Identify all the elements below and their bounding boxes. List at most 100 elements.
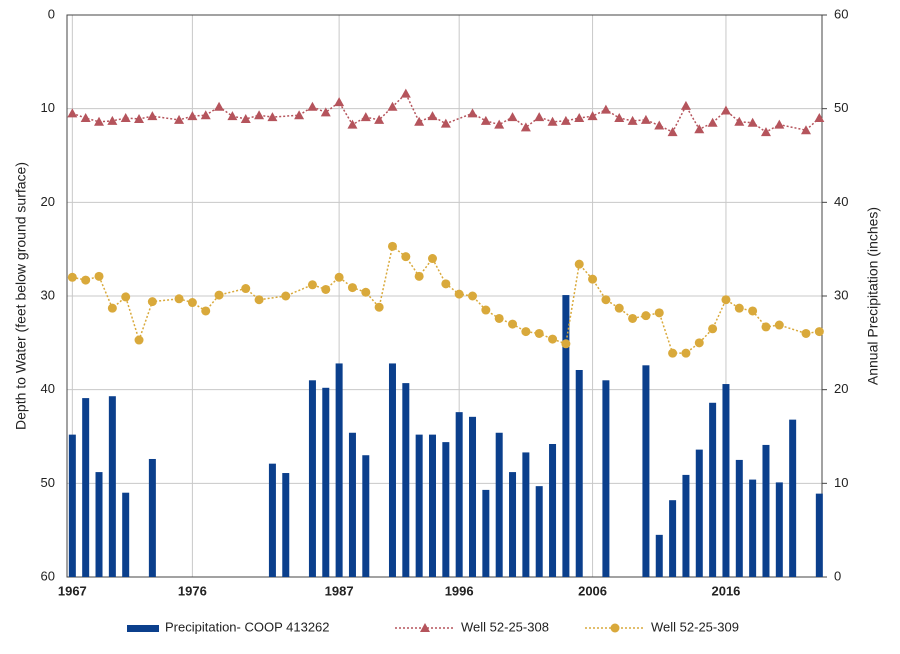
x-tick-label: 1967 xyxy=(58,583,87,598)
bar xyxy=(348,432,356,577)
bar xyxy=(669,500,677,577)
bar xyxy=(148,458,156,577)
marker xyxy=(200,110,211,120)
marker xyxy=(668,348,678,358)
marker xyxy=(81,275,91,285)
marker xyxy=(294,110,305,120)
marker xyxy=(681,348,691,358)
marker xyxy=(454,289,464,299)
marker xyxy=(174,114,185,124)
marker xyxy=(627,115,638,125)
marker xyxy=(201,306,211,316)
marker xyxy=(120,113,131,123)
marker xyxy=(614,113,625,123)
marker xyxy=(374,302,384,312)
marker xyxy=(254,110,265,120)
bar xyxy=(709,402,717,577)
marker xyxy=(334,272,344,282)
marker xyxy=(360,112,371,122)
marker xyxy=(654,120,665,130)
marker xyxy=(214,101,225,111)
marker xyxy=(94,271,104,281)
marker xyxy=(241,284,251,294)
marker xyxy=(547,116,558,126)
bar xyxy=(789,419,797,577)
series-line xyxy=(72,245,820,354)
marker xyxy=(187,111,198,121)
bar xyxy=(322,387,330,577)
marker xyxy=(707,117,718,127)
marker xyxy=(67,272,77,282)
marker xyxy=(814,327,824,337)
marker xyxy=(654,308,664,318)
marker xyxy=(800,125,811,135)
marker xyxy=(321,284,331,294)
marker xyxy=(640,114,651,124)
y-tick-label: 30 xyxy=(41,287,55,302)
bar xyxy=(562,295,570,577)
marker xyxy=(667,127,678,137)
marker xyxy=(427,111,438,121)
bar xyxy=(282,473,290,577)
legend-swatch xyxy=(127,625,159,632)
marker xyxy=(748,306,758,316)
marker xyxy=(134,335,144,345)
bar xyxy=(642,365,650,577)
x-tick-label: 2016 xyxy=(711,583,740,598)
marker xyxy=(441,279,451,289)
bar xyxy=(268,463,276,577)
bar xyxy=(655,534,663,577)
marker xyxy=(427,254,437,264)
y2-tick-label: 60 xyxy=(834,6,848,21)
bar xyxy=(442,442,450,577)
marker xyxy=(214,290,224,300)
marker xyxy=(107,115,118,125)
bar xyxy=(682,474,690,577)
marker xyxy=(227,111,238,121)
marker xyxy=(107,303,117,313)
marker xyxy=(734,116,745,126)
bar xyxy=(469,416,477,577)
marker xyxy=(440,118,451,128)
marker xyxy=(494,119,505,129)
bar xyxy=(775,482,783,577)
bar xyxy=(509,472,517,577)
y-tick-label: 50 xyxy=(41,475,55,490)
marker xyxy=(520,122,531,132)
marker xyxy=(254,295,264,305)
marker xyxy=(147,297,157,307)
bar xyxy=(762,444,770,577)
x-tick-label: 1976 xyxy=(178,583,207,598)
marker xyxy=(507,112,518,122)
marker xyxy=(414,116,425,126)
y-tick-label: 60 xyxy=(41,568,55,583)
marker xyxy=(320,107,331,117)
marker xyxy=(134,113,145,123)
marker xyxy=(267,112,278,122)
marker xyxy=(174,294,184,304)
bar xyxy=(735,459,743,577)
y2-tick-label: 10 xyxy=(834,475,848,490)
marker xyxy=(600,104,611,114)
bar xyxy=(68,434,76,577)
bar xyxy=(122,492,130,577)
y-tick-label: 20 xyxy=(41,194,55,209)
marker xyxy=(467,108,478,118)
marker xyxy=(67,108,78,118)
bar xyxy=(722,384,730,577)
marker xyxy=(508,319,518,329)
marker xyxy=(588,274,598,284)
y2-tick-label: 40 xyxy=(834,194,848,209)
legend-marker xyxy=(420,623,430,632)
y-tick-label: 40 xyxy=(41,381,55,396)
marker xyxy=(574,113,585,123)
bar xyxy=(575,369,583,577)
bar xyxy=(535,486,543,577)
marker xyxy=(694,124,705,134)
y2-tick-label: 50 xyxy=(834,100,848,115)
marker xyxy=(628,313,638,323)
marker xyxy=(400,88,411,98)
bar xyxy=(695,449,703,577)
bar xyxy=(549,443,557,577)
marker xyxy=(760,127,771,137)
